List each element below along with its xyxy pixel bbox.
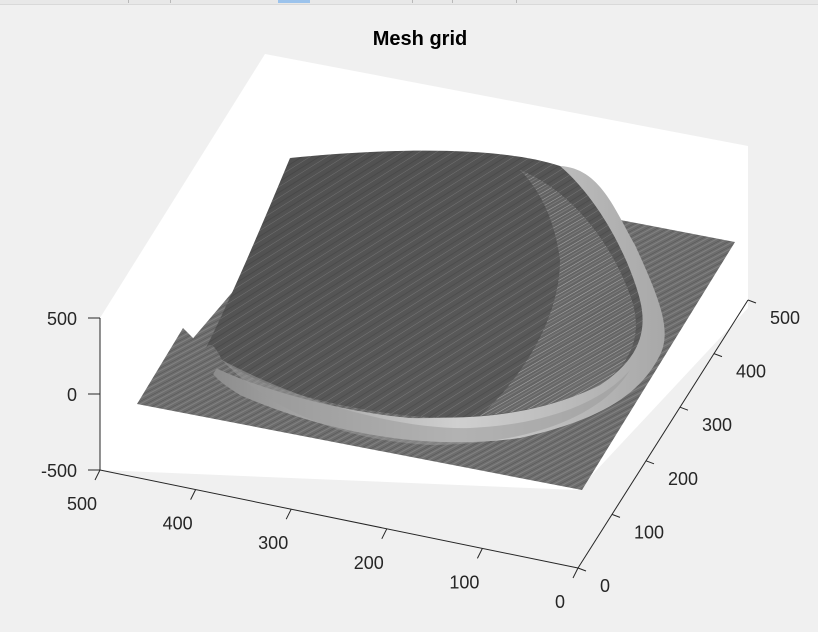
x-tick-label: 300 (702, 415, 732, 435)
y-tick-mark (94, 469, 101, 481)
x-tick-label: 400 (736, 362, 766, 382)
x-tick-mark (713, 353, 723, 358)
toolbar-strip (0, 0, 818, 5)
surface-left-ridge (137, 328, 222, 404)
z-tick-label: 0 (67, 385, 77, 405)
x-tick-mark (611, 513, 621, 518)
toolbar-separator (412, 0, 413, 3)
y-axis-line (99, 469, 579, 569)
x-axis-line (577, 299, 749, 569)
x-tick-mark (679, 406, 689, 411)
x-tick-mark (577, 567, 587, 572)
x-tick-label: 200 (668, 469, 698, 489)
x-tick-label: 0 (600, 576, 610, 596)
y-tick-mark (572, 567, 579, 579)
y-tick-mark (285, 508, 292, 520)
y-tick-mark (190, 489, 197, 500)
ticks-layer: 0 100 200 300 400 500 0 100 200 300 400 500 -500 0 500 (41, 299, 800, 612)
x-tick-mark (645, 460, 655, 465)
x-tick-label: 100 (634, 522, 664, 542)
y-tick-mark (476, 548, 483, 559)
y-tick-label: 400 (163, 514, 193, 534)
y-tick-label: 500 (67, 494, 97, 514)
toolbar-separator (128, 0, 129, 3)
x-tick-mark (747, 299, 757, 304)
surface-dome-shading (205, 150, 643, 418)
y-tick-label: 200 (354, 553, 384, 573)
y-tick-mark (381, 528, 388, 540)
toolbar-separator (516, 0, 517, 3)
z-tick-label: 500 (47, 309, 77, 329)
y-tick-label: 0 (555, 592, 565, 612)
chart-title: Mesh grid (373, 28, 467, 50)
toolbar-separator (452, 0, 453, 3)
y-tick-label: 100 (449, 572, 479, 592)
surface-dome-base (222, 360, 630, 445)
y-tick-label: 300 (258, 533, 288, 553)
x-tick-label: 500 (770, 308, 800, 328)
z-tick-label: -500 (41, 461, 77, 481)
toolbar-active-indicator[interactable] (278, 0, 310, 3)
toolbar-separator (170, 0, 171, 3)
